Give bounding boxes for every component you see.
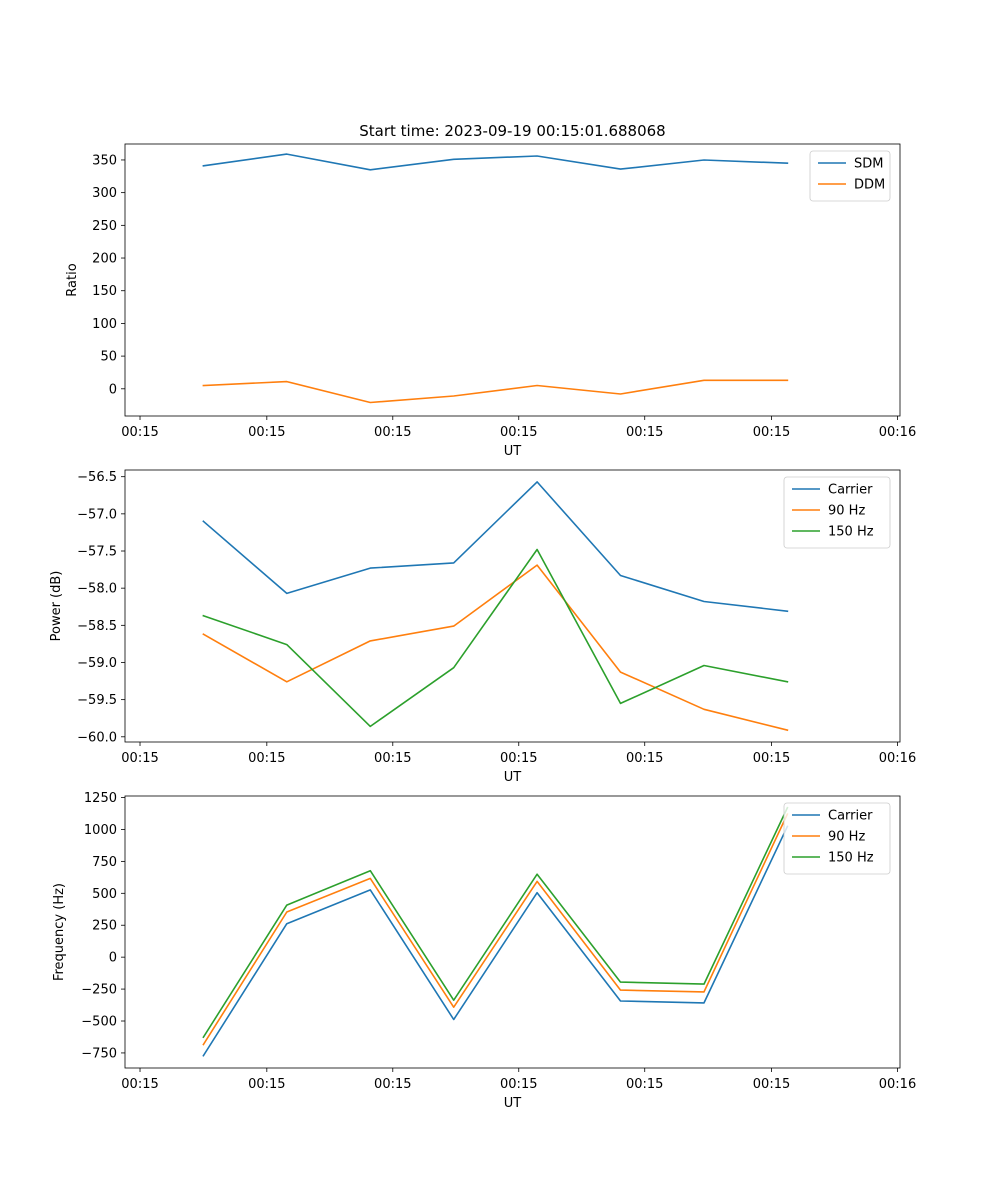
x-tick-label: 00:15 <box>248 751 285 766</box>
x-tick-label: 00:15 <box>374 1077 411 1092</box>
series-line-ddm <box>202 379 789 404</box>
figure-title: Start time: 2023-09-19 00:15:01.688068 <box>359 122 665 140</box>
series-line-90-hz <box>202 813 789 1046</box>
y-tick-label: 500 <box>92 887 117 902</box>
y-tick-label: 250 <box>92 219 117 234</box>
y-tick-label: 250 <box>92 919 117 934</box>
legend: Carrier 90 Hz 150 Hz <box>783 802 891 875</box>
x-tick-label: 00:15 <box>626 425 663 440</box>
x-tick-label: 00:15 <box>121 425 158 440</box>
legend-label: Carrier <box>828 809 873 824</box>
y-tick-label: 200 <box>92 252 117 267</box>
subplot-1: 00:15 00:15 00:15 00:15 00:15 00:15 00:16 0 50 10… <box>65 143 916 459</box>
y-tick-label: 50 <box>100 350 117 365</box>
subplots: 00:15 00:15 00:15 00:15 00:15 00:15 00:16 0 50 10… <box>49 143 916 1111</box>
y-tick-label: 1250 <box>84 791 117 806</box>
y-tick-label: −500 <box>81 1015 117 1030</box>
y-tick-label: 1000 <box>84 823 117 838</box>
y-tick-label: 0 <box>109 382 117 397</box>
y-tick-label: −58.5 <box>77 619 117 634</box>
x-tick-label: 00:15 <box>248 1077 285 1092</box>
x-tick-label: 00:15 <box>626 1077 663 1092</box>
y-tick-label: 0 <box>109 951 117 966</box>
x-tick-label: 00:15 <box>248 425 285 440</box>
x-tick-label: 00:15 <box>753 425 790 440</box>
x-tick-label: 00:15 <box>753 751 790 766</box>
legend-label: 150 Hz <box>828 851 874 866</box>
x-axis-label: UT <box>504 770 522 785</box>
y-tick-label: −250 <box>81 983 117 998</box>
y-tick-label: −57.0 <box>77 507 117 522</box>
x-tick-label: 00:15 <box>374 425 411 440</box>
x-tick-label: 00:15 <box>500 425 537 440</box>
y-tick-label: −57.5 <box>77 545 117 560</box>
axes-frame <box>124 795 901 1069</box>
y-axis-label: Power (dB) <box>49 571 64 642</box>
x-tick-label: 00:15 <box>121 751 158 766</box>
y-axis-label: Ratio <box>65 263 80 296</box>
x-tick-label: 00:15 <box>753 1077 790 1092</box>
x-tick-label: 00:15 <box>626 751 663 766</box>
subplot-3: 00:15 00:15 00:15 00:15 00:15 00:15 00:16 −750 −… <box>52 791 916 1111</box>
y-tick-label: 750 <box>92 855 117 870</box>
legend-label: 90 Hz <box>828 504 865 519</box>
y-tick-label: 300 <box>92 186 117 201</box>
y-tick-label: 150 <box>92 284 117 299</box>
y-tick-label: 350 <box>92 153 117 168</box>
y-tick-label: −59.5 <box>77 693 117 708</box>
series-line-150-hz <box>202 548 789 728</box>
subplot-2: 00:15 00:15 00:15 00:15 00:15 00:15 00:16 −60.0… <box>49 469 916 785</box>
y-axis-label: Frequency (Hz) <box>52 883 67 981</box>
legend-label: 90 Hz <box>828 830 865 845</box>
x-tick-label: 00:15 <box>500 1077 537 1092</box>
x-tick-label: 00:15 <box>374 751 411 766</box>
y-tick-label: −59.0 <box>77 656 117 671</box>
series-line-carrier <box>202 825 789 1057</box>
axes-frame <box>124 469 901 743</box>
series-line-90-hz <box>202 564 789 732</box>
x-tick-label: 00:16 <box>879 751 916 766</box>
legend-label: Carrier <box>828 483 873 498</box>
x-tick-label: 00:16 <box>879 425 916 440</box>
legend: Carrier 90 Hz 150 Hz <box>783 476 891 549</box>
y-tick-label: −750 <box>81 1046 117 1061</box>
legend-label: DDM <box>854 178 885 193</box>
y-tick-label: −58.0 <box>77 582 117 597</box>
legend-label: 150 Hz <box>828 525 874 540</box>
series-line-sdm <box>202 153 789 171</box>
x-axis-label: UT <box>504 444 522 459</box>
y-tick-label: 100 <box>92 317 117 332</box>
legend-label: SDM <box>854 157 883 172</box>
x-tick-label: 00:15 <box>500 751 537 766</box>
series-line-150-hz <box>202 806 789 1039</box>
y-tick-label: −56.5 <box>77 470 117 485</box>
y-tick-label: −60.0 <box>77 730 117 745</box>
x-tick-label: 00:16 <box>879 1077 916 1092</box>
series-line-carrier <box>202 481 789 613</box>
axes-frame <box>124 143 901 417</box>
x-tick-label: 00:15 <box>121 1077 158 1092</box>
x-axis-label: UT <box>504 1096 522 1111</box>
legend: SDM DDM <box>809 150 891 202</box>
